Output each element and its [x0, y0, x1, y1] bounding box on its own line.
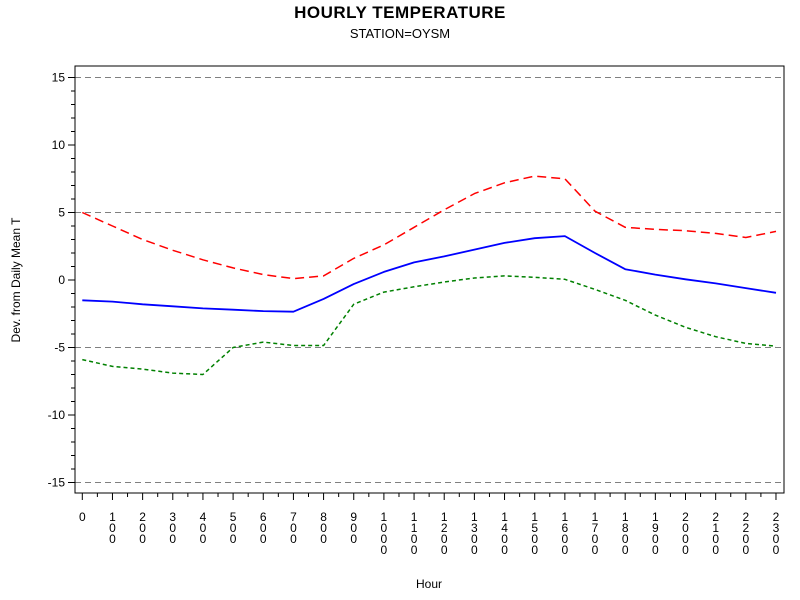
y-tick-label: 5	[58, 206, 65, 220]
x-axis-ticks	[81, 493, 777, 500]
y-tick-label: -15	[48, 476, 66, 490]
y-axis-tick-labels: 15 10 5 0 -5 -10 -15	[48, 71, 66, 490]
y-tick-label: 0	[58, 273, 65, 287]
x-tick-label: 0	[79, 510, 86, 524]
y-tick-label: -10	[48, 408, 66, 422]
x-axis-tick-labels: 0 1 0 0 2 0 0 3 0 0 4 0 0 5 0 0 6 0 0 7 0 0 8 0 0 9 0 0 1 0 0 0 1 1 0 0 1 2 0 0…	[79, 510, 780, 557]
series-line-green	[82, 275, 777, 376]
plot-frame	[74, 65, 785, 494]
chart-title: HOURLY TEMPERATURE	[294, 3, 506, 22]
y-axis-ticks	[68, 77, 75, 483]
y-tick-label: -5	[54, 341, 65, 355]
y-tick-label: 15	[52, 71, 66, 85]
reference-lines	[75, 77, 784, 483]
series-line-blue	[82, 235, 777, 313]
x-axis-title: Hour	[415, 577, 443, 591]
y-tick-label: 10	[52, 138, 66, 152]
chart-subtitle: STATION=OYSM	[349, 26, 451, 41]
series-line-red	[81, 175, 777, 280]
